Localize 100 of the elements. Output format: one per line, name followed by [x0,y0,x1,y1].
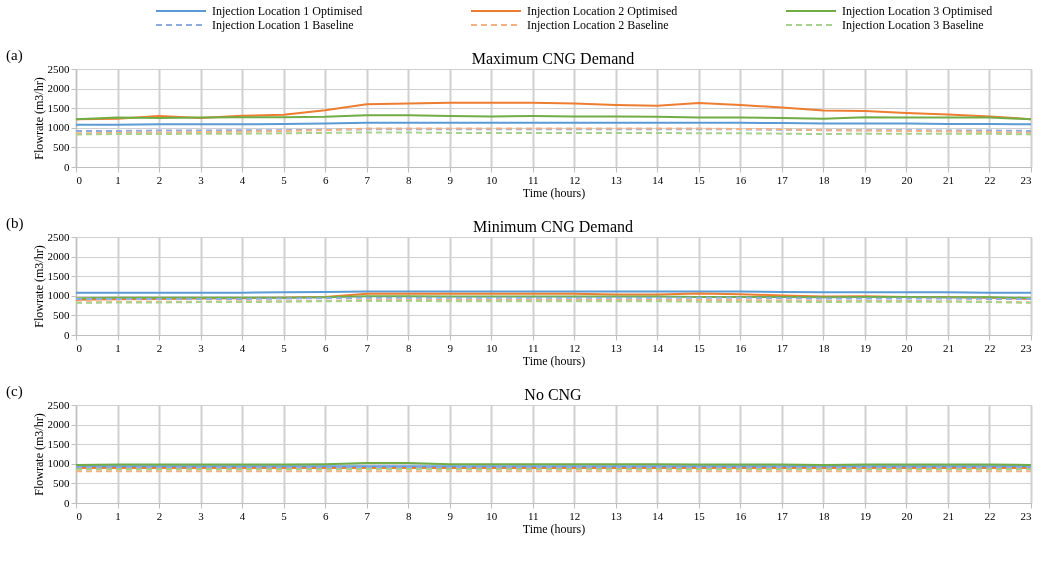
text: (a) [6,47,23,64]
text: (c) [6,383,23,400]
x-tick-label: 6 [322,509,329,522]
legend-label: Injection Location 3 Baseline [842,18,984,32]
legend-label: Injection Location 1 Optimised [212,4,363,18]
x-tick-label: 21 [942,341,954,354]
x-tick-label: 10 [486,173,498,186]
x-tick-label: 19 [859,173,872,186]
x-tick-label: 1 [115,173,121,186]
x-tick-label: 23 [1020,509,1032,522]
x-tick-label: 4 [239,509,246,522]
x-tick-label: 19 [859,341,872,354]
y-tick-label: 500 [53,476,70,489]
x-tick-label: 10 [486,341,498,354]
chart-title: No CNG [524,386,583,403]
x-tick-label: 12 [569,341,581,354]
y-tick-label: 2000 [47,82,70,95]
x-tick-label: 0 [76,173,83,186]
x-tick-label: 8 [405,173,412,186]
x-axis-title: Time (hours) [522,185,586,200]
x-tick-label: 22 [984,509,996,522]
x-tick-label: 23 [1020,173,1032,186]
x-tick-label: 9 [447,341,454,354]
x-tick-label: 1 [115,341,121,354]
x-tick-label: 18 [818,173,830,186]
x-tick-label: 4 [239,341,246,354]
x-tick-label: 18 [818,341,830,354]
x-tick-label: 8 [405,341,412,354]
y-tick-label: 1500 [47,437,70,450]
x-tick-label: 15 [693,509,706,522]
x-tick-label: 20 [901,341,913,354]
x-tick-label: 22 [984,173,996,186]
x-tick-label: 23 [1020,341,1032,354]
x-tick-label: 21 [942,173,954,186]
x-tick-label: 14 [652,341,664,354]
x-tick-label: 20 [901,509,913,522]
chart-title: Minimum CNG Demand [473,218,633,235]
x-tick-label: 13 [610,509,623,522]
y-axis-title: Flowrate (m3/hr) [31,245,46,328]
legend-label: Injection Location 2 Baseline [527,18,669,32]
x-tick-label: 14 [652,509,664,522]
x-tick-label: 3 [198,341,205,354]
x-tick-label: 7 [364,509,371,522]
legend-label: Injection Location 2 Optimised [527,4,678,18]
x-tick-label: 12 [569,509,581,522]
x-tick-label: 13 [610,173,623,186]
x-tick-label: 9 [447,509,454,522]
x-tick-label: 2 [156,341,163,354]
x-tick-label: 5 [281,173,288,186]
x-tick-label: 12 [569,173,581,186]
x-tick-label: 9 [447,173,454,186]
x-axis-title: Time (hours) [522,521,586,536]
y-tick-label: 2500 [47,230,70,243]
y-tick-label: 2500 [47,398,70,411]
x-tick-label: 5 [281,341,288,354]
x-tick-label: 0 [76,509,83,522]
y-tick-label: 2500 [47,62,70,75]
x-tick-label: 19 [859,509,872,522]
x-tick-label: 5 [281,509,288,522]
text: (b) [6,215,24,232]
y-tick-label: 0 [64,496,70,509]
y-tick-label: 0 [64,160,70,173]
chart-title: Maximum CNG Demand [471,50,635,67]
y-tick-label: 1000 [47,289,70,302]
x-tick-label: 16 [735,509,747,522]
x-tick-label: 6 [322,341,329,354]
x-tick-label: 2 [156,173,163,186]
x-tick-label: 17 [776,341,789,354]
x-tick-label: 14 [652,173,664,186]
y-tick-label: 2000 [47,418,70,431]
x-tick-label: 18 [818,509,830,522]
x-tick-label: 2 [156,509,163,522]
y-tick-label: 1000 [47,121,70,134]
x-tick-label: 11 [527,341,539,354]
legend-label: Injection Location 3 Optimised [842,4,993,18]
x-tick-label: 15 [693,173,706,186]
x-tick-label: 3 [198,173,205,186]
x-tick-label: 7 [364,341,371,354]
x-tick-label: 21 [942,509,954,522]
x-tick-label: 7 [364,173,371,186]
y-tick-label: 0 [64,328,70,341]
x-tick-label: 4 [239,173,246,186]
y-tick-label: 1000 [47,457,70,470]
x-tick-label: 15 [693,341,706,354]
y-tick-label: 1500 [47,101,70,114]
y-axis-title: Flowrate (m3/hr) [31,77,46,160]
y-tick-label: 500 [53,308,70,321]
x-tick-label: 11 [527,173,539,186]
x-axis-title: Time (hours) [522,353,586,368]
x-tick-label: 16 [735,341,747,354]
x-tick-label: 17 [776,509,789,522]
x-tick-label: 3 [198,509,205,522]
x-tick-label: 20 [901,173,913,186]
y-tick-label: 2000 [47,250,70,263]
x-tick-label: 6 [322,173,329,186]
x-tick-label: 0 [76,341,83,354]
x-tick-label: 17 [776,173,789,186]
y-tick-label: 1500 [47,269,70,282]
y-tick-label: 500 [53,140,70,153]
x-tick-label: 8 [405,509,412,522]
